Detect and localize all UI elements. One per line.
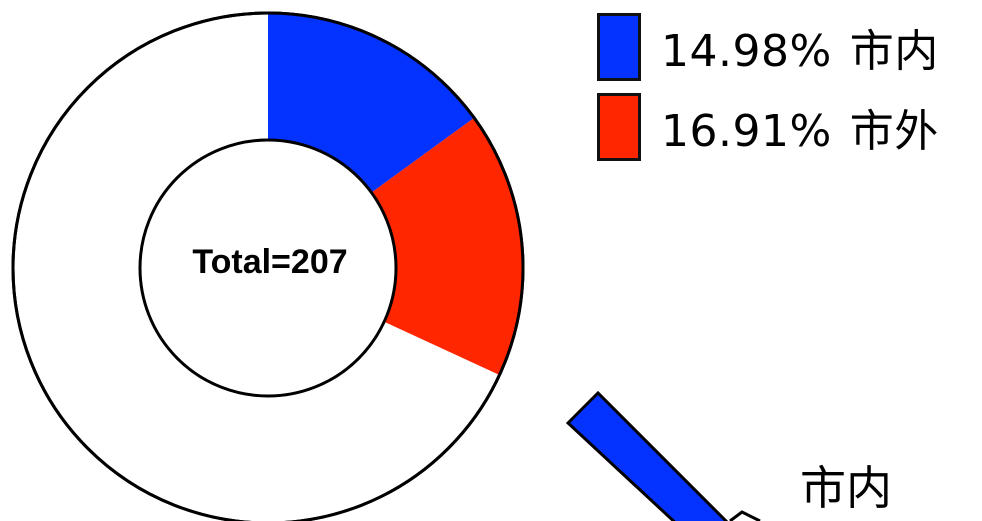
legend-percent-shigai: 16.91% (661, 106, 832, 157)
callout-arrow-shaft (565, 390, 729, 521)
donut-slice-0 (268, 13, 475, 193)
donut-hole (138, 138, 398, 398)
legend-item-shinai: 14.98% 市内 (597, 12, 939, 82)
center-total-label: Total=207 (192, 243, 348, 281)
legend: 14.98% 市内 16.91% 市外 (597, 12, 939, 162)
legend-swatch-shigai (597, 93, 641, 161)
callout-arrow-head (729, 510, 761, 521)
legend-percent-shinai: 14.98% (661, 26, 832, 77)
donut-outer-edge (11, 11, 525, 521)
legend-name-shinai: 市内 (849, 26, 939, 77)
legend-name-shigai: 市外 (849, 106, 939, 157)
donut-ring (11, 11, 525, 521)
callout-arrow (565, 390, 761, 521)
callout-label: 市内 (800, 461, 892, 515)
legend-swatch-shinai (597, 13, 641, 81)
legend-item-shigai: 16.91% 市外 (597, 92, 939, 162)
donut-slice-1 (371, 117, 523, 375)
